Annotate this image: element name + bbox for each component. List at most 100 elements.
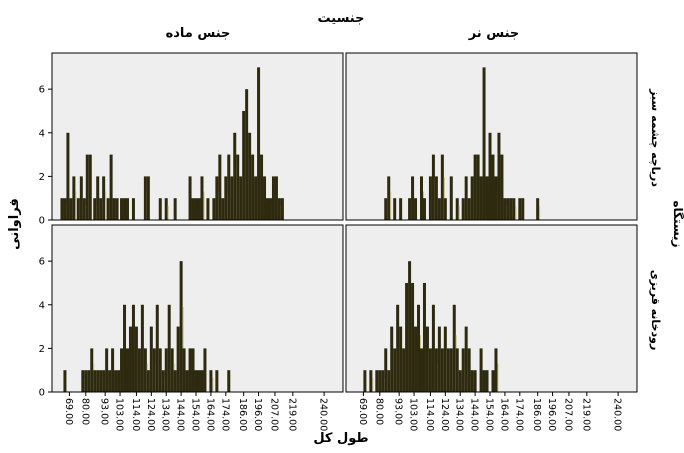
x-tick-label: 219.00 [286,398,297,431]
histogram-bar [63,370,67,392]
x-tick-label: 219.00 [580,398,591,431]
y-tick-label: 0 [39,388,45,399]
y-axis-title: فراوانی [7,198,22,250]
histogram-bar [399,326,403,392]
histogram-bar [482,370,486,392]
histogram-bar [111,348,115,392]
x-tick-label: 186.00 [237,398,248,431]
histogram-bar [146,370,150,392]
histogram-bar [167,304,171,392]
chart-title: جنسیت [318,11,365,26]
histogram-bar [458,370,462,392]
histogram-bar [491,154,495,220]
histogram-bar [140,304,144,392]
histogram-bar [485,176,489,220]
histogram-bar [115,198,119,220]
histogram-bar [408,261,412,392]
histogram-bar [125,198,129,220]
histogram-bar [194,198,198,220]
histogram-bar [274,176,278,220]
histogram-bar [215,370,219,392]
x-tick-label: 154.00 [484,398,495,431]
histogram-bar [99,370,103,392]
histogram-bar [218,154,222,220]
histogram-bar [384,198,388,220]
histogram-bar [434,176,438,220]
histogram-bar [461,348,465,392]
histogram-bar [88,154,92,220]
histogram-bar [408,198,412,220]
x-axis-title: طول کل [313,431,368,446]
histogram-bar [512,198,516,220]
histogram-bar [224,176,228,220]
x-tick-label: 80.00 [373,398,384,425]
histogram-bar [417,304,421,392]
y-tick-label: 6 [39,85,45,96]
histogram-bar [387,176,391,220]
histogram-bar [112,198,116,220]
histogram-bar [437,326,441,392]
histogram-bar [464,176,468,220]
histogram-bar [143,176,147,220]
histogram-bar [254,176,258,220]
histogram-bar [236,154,240,220]
panels-group: 0 2 4 6 0 2 4 6 69.00 80.00 93.00 103.00 114.00 124.0… [39,52,638,431]
x-tick-label: 114.00 [130,398,141,431]
bar-highlight [458,205,460,220]
histogram-bar [464,326,468,392]
bar-highlight [105,191,107,220]
row-header-lake: دریاچه چشمه سبز [649,88,662,187]
histogram-bar [215,176,219,220]
x-tick-label: 174.00 [219,398,230,431]
y-tick-label: 2 [39,344,45,355]
y-tick-label: 4 [39,128,45,139]
x-tick-label: 154.00 [190,398,201,431]
histogram-bar [467,348,471,392]
x-tick-label: 114.00 [424,398,435,431]
histogram-bar [200,176,204,220]
histogram-bar [108,370,112,392]
histogram-bar [387,370,391,392]
histogram-bar [96,370,100,392]
histogram-bar [473,370,477,392]
histogram-bar [185,370,189,392]
histogram-bar [123,304,127,392]
histogram-bar [518,198,522,220]
panel-3: 69.00 80.00 93.00 103.00 114.00 124.00 134.00 1… [345,224,638,431]
x-tick-label: 93.00 [393,398,404,425]
histogram-bar [131,304,135,392]
bar-highlight [497,363,499,392]
histogram-bar [117,370,121,392]
x-tick-label: 103.00 [408,398,419,431]
histogram-bar [248,132,252,220]
histogram-bar [479,348,483,392]
histogram-bar [251,154,255,220]
x-tick-label: 240.00 [612,398,623,431]
histogram-bar [488,132,492,220]
panel-0: 0 2 4 6 [39,52,344,227]
histogram-bar [393,198,397,220]
histogram-bar [425,326,429,392]
panel-frame [345,224,638,393]
histogram-bar [72,176,76,220]
histogram-bar [170,348,174,392]
bar-highlight [212,377,214,392]
histogram-bar [105,348,109,392]
histogram-bar [206,198,210,220]
panel-1 [345,52,638,221]
x-tick-label: 240.00 [318,398,329,431]
histogram-bar [109,154,113,220]
histogram-bar [102,176,106,220]
histogram-bar [66,132,70,220]
histogram-bar [79,176,83,220]
histogram-bar [467,198,471,220]
histogram-bar [271,176,275,220]
histogram-bar [378,370,382,392]
histogram-bar [84,370,88,392]
histogram-bar [191,198,195,220]
histogram-bar [221,198,225,220]
histogram-bar [506,198,510,220]
histogram-bar [414,198,418,220]
histogram-bar [120,198,124,220]
